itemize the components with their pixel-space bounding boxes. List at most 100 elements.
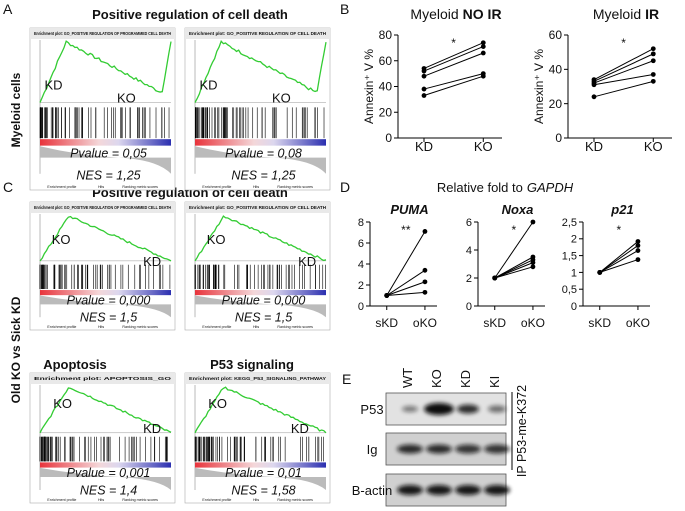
gsea-legend: Ranking metric scores [277,325,313,329]
plot-heading: P53 signaling [210,357,294,372]
x-tick-label: oKO [626,316,650,330]
blot-band [426,485,452,495]
data-point [422,267,428,273]
lane-label: KI [487,376,502,388]
series-line [494,221,534,279]
chart-title: p21 [610,202,633,217]
data-point [492,275,498,281]
series-line [494,262,534,279]
side-label: Old KO vs Sick KD [9,296,23,403]
blot-band [455,444,481,454]
gsea-legend: Hits [98,185,104,189]
series-line [599,250,639,273]
title-text: GAPDH [527,180,574,195]
gsea-plot-title: Enrichment plot: GO_POSITIVE REGULATION … [34,205,172,210]
gsea-plot-title: Enrichment plot: GO_POSITIVE REGULATION … [34,31,172,36]
x-tick-label: sKD [588,316,611,330]
gsea-ranking [40,146,171,174]
ip-label: IP P53-me-K372 [515,385,529,477]
gsea-right-label: KD [291,421,309,436]
blot-band [426,444,452,454]
data-point [480,44,486,49]
data-point [650,72,656,77]
panel-letter: C [3,179,13,195]
gsea-nes: NES = 1,5 [80,311,137,325]
series-line [599,259,639,273]
y-tick-label: 4 [358,259,364,271]
series-line [494,266,534,279]
gsea-title-bar [30,202,175,213]
significance: * [621,36,626,50]
gsea-pvalue: Pvalue = 0,000 [222,293,306,307]
gsea-plot-title: Enrichment plot: KEGG_P53_SIGNALING_PATH… [189,376,326,381]
gsea-legend: Hits [98,325,104,329]
y-tick-label: 40 [549,63,563,77]
y-tick-label: 8 [358,217,364,229]
x-tick-label: sKD [483,316,506,330]
gsea-legend: Ranking metric scores [277,185,313,189]
y-tick-label: 0 [555,131,562,145]
x-tick-label: sKD [375,316,398,330]
gsea-right-label: KO [117,91,136,106]
gsea-legend: Enrichment profile [202,185,231,189]
significance: ** [401,223,411,237]
gsea-ranking [40,295,171,318]
row-label: Ig [367,442,378,457]
gsea-legend: Ranking metric scores [122,325,158,329]
title-text: NO IR [463,6,502,22]
gsea-plot-title: Enrichment plot: APOPTOSIS_GO [34,376,172,381]
significance: * [451,36,456,50]
gsea-left-label: KO [208,396,227,411]
gsea-pvalue: Pvalue = 0,05 [70,147,147,161]
series-line [386,281,426,296]
chart-title: PUMA [390,202,428,217]
series-line [593,60,654,84]
x-tick-label: KO [644,139,663,154]
significance: * [512,223,517,237]
panel-letter: E [342,371,351,387]
y-tick-label: 40 [379,80,393,94]
gsea-rank-strip [40,290,171,296]
gsea-ranking [195,146,326,174]
gsea-rank-strip [195,139,326,146]
data-point [421,68,427,74]
y-axis-label: Annexin⁺ V % [362,49,376,124]
gsea-pvalue: Pvalue = 0,001 [67,466,151,480]
gsea-title-bar [185,202,330,213]
gsea-legend: Hits [253,325,259,329]
data-point [421,93,427,98]
data-point [480,50,486,56]
gsea-left-label: KD [45,78,63,93]
y-tick-label: 80 [379,28,393,42]
y-tick-label: 2 [358,280,364,292]
series-line [386,291,425,296]
panel-title: Positive regulation of cell death [92,7,288,22]
data-point [421,86,427,92]
gsea-title-bar [30,28,175,39]
lane-label: WT [400,368,415,388]
series-line [386,231,426,296]
data-point [480,40,486,46]
gsea-nes: NES = 1,25 [76,168,140,182]
data-point [650,58,656,64]
y-tick-label: 0,5 [562,284,577,296]
series-line [593,48,654,81]
blot-band [488,405,506,413]
row-label: B-actin [352,483,392,498]
gsea-legend: Enrichment profile [202,498,231,502]
series-line [593,53,654,82]
y-tick-label: 0 [466,301,472,313]
data-point [530,260,536,265]
gsea-title-bar [185,373,330,384]
chart-title: Myeloid IR [593,6,659,22]
gsea-nes: NES = 1,58 [231,484,295,498]
panel-letter: B [340,1,349,17]
data-point [635,243,641,248]
series-line [423,42,484,69]
series-line [593,73,654,86]
gsea-nes: NES = 1,5 [235,311,292,325]
data-point [422,279,428,285]
y-tick-label: 4 [466,245,472,257]
y-tick-label: 1 [571,267,577,279]
